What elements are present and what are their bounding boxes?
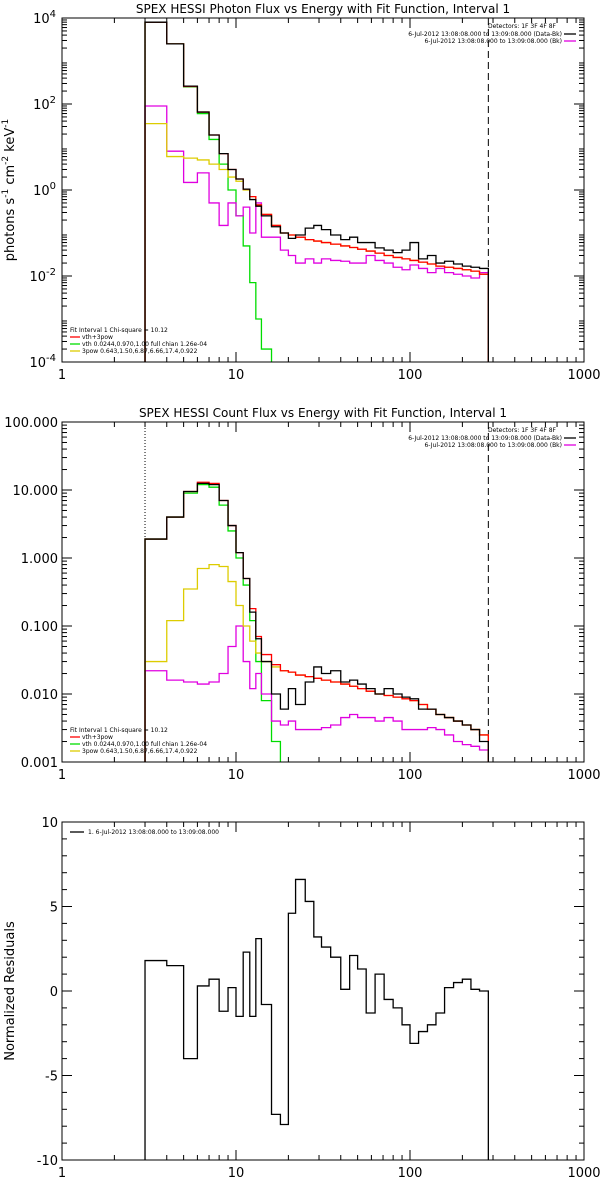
plot-frame [61,821,585,1161]
x-tick-label: 100 [398,1166,423,1181]
chart-panel-1: SPEX HESSI Photon Flux vs Energy with Fi… [1,2,600,383]
legend-entry: vth 0.0244,0.970,1.00 full chian 1.26e-0… [82,741,207,748]
series-data-bk [144,482,489,762]
y-tick-label: 10 [41,816,58,831]
y-tick-label: 0.010 [21,688,58,703]
series-vth [144,483,282,762]
series-group [144,878,489,1160]
legend-entry: 6-Jul-2012 13:08:08.000 to 13:09:08.000 … [424,442,562,449]
series-data-bk [144,21,489,362]
plot-frame [61,17,585,363]
y-axis-label-exponent: -1 [1,189,11,198]
x-tick-label: 10 [228,1166,245,1181]
y-tick-base: 10 [29,356,46,371]
y-axis-label-part: cm [3,165,18,189]
y-tick-base: 10 [33,184,50,199]
y-tick-label: 10-2 [29,267,56,285]
x-tick-label: 100 [398,368,423,383]
y-tick-label: -10 [37,1154,58,1169]
y-tick-label: 102 [33,95,56,113]
legend-fit-interval: Fit Interval 1 Chi-square = 10.12 [70,327,168,334]
y-tick-exponent: -4 [46,353,56,364]
legend-detectors: Detectors: 1F 3F 4F 8F [488,427,557,434]
legend-entry: 6-Jul-2012 13:08:08.000 to 13:09:08.000 … [408,31,562,38]
legend-detectors: Detectors: 1F 3F 4F 8F [488,23,557,30]
chart-title: SPEX HESSI Photon Flux vs Energy with Fi… [136,2,510,16]
x-tick-label: 1000 [567,368,600,383]
y-axis-label-exponent: -1 [1,119,11,128]
y-tick-label: 100 [33,181,56,199]
legend-entry: 3pow 0.643,1.50,6.87,6.66,17.4,0.922 [82,348,198,355]
legend-entry: vth+3pow [82,334,113,341]
y-axis-label-part: photons s [3,198,18,262]
legend-fit-interval: Fit Interval 1 Chi-square = 10.12 [70,727,168,734]
legend-entry: 3pow 0.643,1.50,6.87,6.66,17.4,0.922 [82,748,198,755]
y-tick-exponent: 0 [50,181,56,192]
y-tick-exponent: -2 [46,267,56,278]
y-tick-base: 10 [33,12,50,27]
y-tick-label: 1.000 [21,552,58,567]
chart-panel-3: 1 10 100 1000 -10 -5 0 5 10 Normalized Residuals 1… [3,816,600,1181]
x-tick-label: 1 [58,768,66,783]
y-tick-label: 0.100 [21,620,58,635]
chart-title: SPEX HESSI Count Flux vs Energy with Fit… [139,406,507,420]
legend-entry: 6-Jul-2012 13:08:08.000 to 13:09:08.000 … [424,38,562,45]
y-tick-label: 104 [33,9,56,27]
y-axis-label: photons s-1 cm-2 keV-1 [1,119,18,261]
plot-frame [61,421,585,763]
x-tick-label: 1 [58,368,66,383]
y-axis-label-part: keV [3,128,18,156]
series-bk [144,105,489,362]
legend-entry: vth+3pow [82,734,113,741]
series-group [144,481,489,762]
y-tick-base: 10 [29,270,46,285]
chart-panel-2: SPEX HESSI Count Flux vs Energy with Fit… [4,406,600,783]
x-tick-label: 1000 [567,768,600,783]
y-tick-label: 0 [50,985,58,1000]
y-tick-label: -5 [45,1070,58,1085]
y-tick-label: 10.000 [13,484,59,499]
y-axis-label: Normalized Residuals [3,921,18,1061]
series-bk [144,625,489,762]
y-tick-label: 5 [50,901,58,916]
y-tick-exponent: 2 [50,95,56,106]
y-axis-label-exponent: -2 [1,156,11,165]
series-residuals [144,878,489,1160]
y-tick-label: 100.000 [4,416,58,431]
legend-entry: vth 0.0244,0.970,1.00 full chian 1.26e-0… [82,341,207,348]
legend-entry: 6-Jul-2012 13:08:08.000 to 13:09:08.000 … [408,435,562,442]
series-3pow [144,563,489,762]
legend-entry: 1. 6-Jul-2012 13:08:08.000 to 13:09:08.0… [88,829,219,836]
x-tick-label: 1 [58,1166,66,1181]
x-tick-label: 10 [228,368,245,383]
y-tick-base: 10 [33,98,50,113]
x-tick-label: 10 [228,768,245,783]
x-tick-label: 100 [398,768,423,783]
y-tick-label: 0.001 [21,756,58,771]
y-tick-exponent: 4 [50,9,56,20]
y-tick-label: 10-4 [29,353,56,371]
series-group [144,21,489,362]
x-tick-label: 1000 [567,1166,600,1181]
